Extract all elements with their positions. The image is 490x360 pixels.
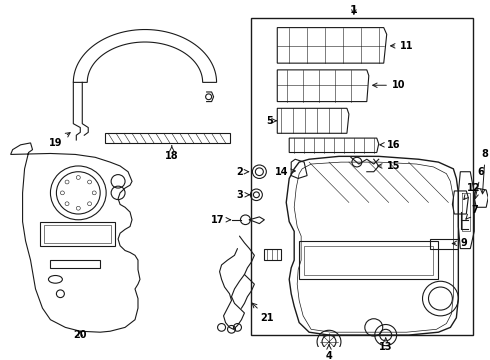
Text: 4: 4 [326,345,332,360]
Text: 15: 15 [378,161,400,171]
Text: 16: 16 [380,140,400,150]
Text: 7: 7 [466,205,478,219]
Text: 6: 6 [474,167,485,199]
Text: 9: 9 [452,238,467,248]
Text: 12: 12 [464,183,480,199]
Text: 11: 11 [391,41,414,51]
Text: 10: 10 [373,80,405,90]
Text: 19: 19 [49,132,70,148]
Text: 5: 5 [266,116,276,126]
Text: 21: 21 [252,303,274,323]
Text: 14: 14 [274,167,295,177]
Text: 1: 1 [350,5,358,15]
Text: 2: 2 [236,167,249,177]
Text: 8: 8 [481,149,489,194]
Text: 17: 17 [211,215,230,225]
Text: 13: 13 [379,338,392,352]
Text: 20: 20 [74,330,87,340]
Text: 3: 3 [236,190,249,200]
Text: 18: 18 [165,146,179,161]
